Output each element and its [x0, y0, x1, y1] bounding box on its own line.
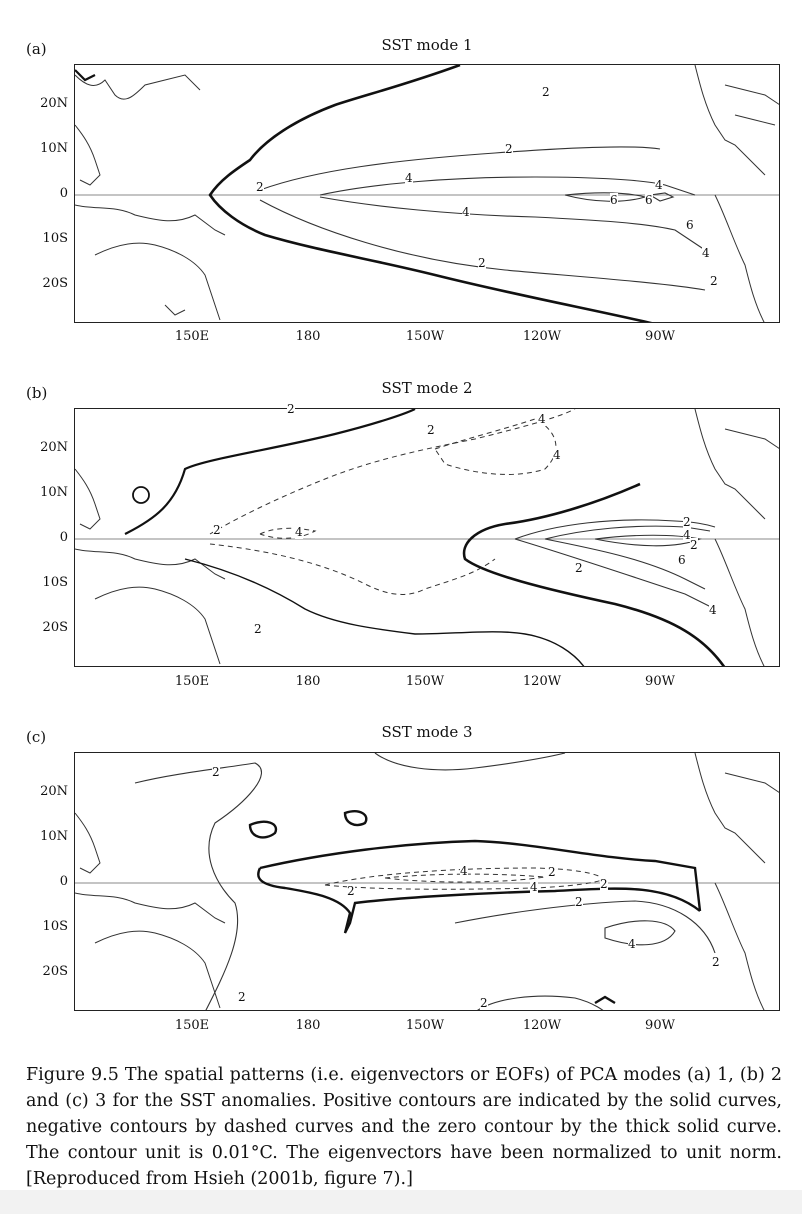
contour-2	[514, 538, 716, 610]
coastline	[714, 882, 765, 1010]
contour-2	[259, 199, 706, 291]
x-tick-label: 120W	[522, 674, 562, 689]
zero-contour	[259, 839, 702, 912]
zero-contour	[208, 65, 653, 322]
y-tick-label: 10N	[40, 141, 68, 156]
panel-title: SST mode 1	[381, 36, 473, 54]
figure-caption: Figure 9.5 The spatial patterns (i.e. ei…	[26, 1065, 782, 1189]
coastline	[714, 538, 765, 666]
coastline	[724, 84, 779, 105]
y-tick-label: 20S	[42, 276, 68, 291]
contour-2	[259, 146, 661, 191]
coastline	[724, 428, 779, 449]
sst-map	[74, 752, 780, 1011]
coastline	[75, 892, 226, 924]
contour-4	[319, 176, 696, 196]
x-tick-label: 120W	[522, 329, 562, 344]
coastline	[694, 65, 766, 176]
contour-neg-2	[209, 543, 496, 595]
x-tick-label: 180	[295, 329, 321, 344]
x-tick-label: 90W	[645, 329, 675, 344]
y-tick-label: 0	[59, 874, 68, 889]
contour-6	[594, 534, 702, 547]
zero-contour	[75, 69, 96, 82]
coastline	[714, 194, 765, 322]
y-tick-label: 10S	[42, 575, 68, 590]
coastline	[75, 812, 101, 874]
contour-4	[544, 525, 711, 540]
zero-contour	[257, 867, 701, 934]
zero-contour	[124, 409, 416, 535]
contour-4	[604, 920, 676, 946]
x-tick-label: 120W	[522, 1018, 562, 1033]
panel-title: SST mode 3	[381, 723, 473, 741]
x-tick-label: 150E	[174, 329, 210, 344]
coastline	[734, 114, 776, 126]
y-tick-label: 20N	[40, 96, 68, 111]
coastline	[694, 753, 766, 864]
coastline	[94, 242, 221, 321]
sst-map	[74, 408, 780, 667]
y-tick-label: 10N	[40, 485, 68, 500]
sst-map	[74, 64, 780, 323]
contour-neg-2	[209, 409, 576, 535]
contour-2	[374, 753, 566, 771]
coastline	[724, 772, 779, 793]
y-tick-label: 10S	[42, 919, 68, 934]
y-tick-label: 20N	[40, 440, 68, 455]
y-tick-label: 20S	[42, 964, 68, 979]
x-tick-label: 90W	[645, 1018, 675, 1033]
x-tick-label: 180	[295, 1018, 321, 1033]
coastline	[75, 468, 101, 530]
contour-4	[544, 538, 706, 590]
x-tick-label: 150E	[174, 674, 210, 689]
coastline	[75, 548, 226, 580]
y-tick-label: 20S	[42, 620, 68, 635]
y-tick-label: 0	[59, 530, 68, 545]
x-tick-label: 150W	[405, 674, 445, 689]
contour-neg-4	[384, 873, 546, 883]
x-tick-label: 180	[295, 674, 321, 689]
x-tick-label: 150W	[405, 1018, 445, 1033]
contour-2	[134, 762, 262, 1010]
contour-neg-4	[259, 527, 317, 539]
contour-6	[564, 192, 648, 202]
x-tick-label: 150W	[405, 329, 445, 344]
zero-contour	[184, 558, 585, 666]
page-footer-shade	[0, 1190, 802, 1214]
zero-contour	[594, 995, 616, 1005]
panel-label: (c)	[26, 728, 47, 746]
zero-contour	[132, 486, 150, 504]
contour-2	[477, 995, 604, 1010]
y-tick-label: 10N	[40, 829, 68, 844]
contour-neg-2	[324, 878, 606, 890]
contour-2	[454, 900, 716, 954]
y-tick-label: 0	[59, 186, 68, 201]
coastline	[94, 586, 221, 665]
y-tick-label: 10S	[42, 231, 68, 246]
contour-neg-2	[324, 867, 606, 886]
contour-2	[514, 519, 716, 540]
panel-label: (b)	[26, 384, 48, 402]
contour-neg-4	[434, 418, 557, 475]
contour-4	[319, 196, 706, 251]
x-tick-label: 150E	[174, 1018, 210, 1033]
coastline	[94, 930, 221, 1009]
panel-label: (a)	[26, 40, 47, 58]
x-tick-label: 90W	[645, 674, 675, 689]
coastline	[164, 304, 186, 316]
zero-contour	[462, 482, 726, 666]
contour-6	[648, 192, 675, 202]
y-tick-label: 20N	[40, 784, 68, 799]
coastline	[75, 74, 201, 100]
coastline	[694, 409, 766, 520]
panel-title: SST mode 2	[381, 379, 473, 397]
zero-contour	[248, 820, 278, 839]
coastline	[75, 124, 101, 186]
zero-contour	[343, 810, 368, 827]
coastline	[75, 204, 226, 236]
